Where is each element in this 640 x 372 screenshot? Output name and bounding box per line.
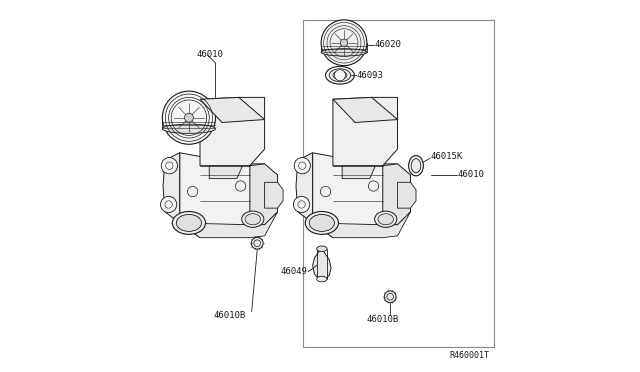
Polygon shape bbox=[333, 97, 397, 122]
Circle shape bbox=[294, 158, 310, 174]
Polygon shape bbox=[180, 212, 278, 238]
Circle shape bbox=[293, 196, 310, 212]
Ellipse shape bbox=[411, 159, 420, 173]
Circle shape bbox=[340, 39, 348, 46]
Polygon shape bbox=[342, 166, 376, 179]
Circle shape bbox=[321, 20, 367, 65]
Circle shape bbox=[321, 186, 331, 197]
Polygon shape bbox=[180, 153, 264, 238]
Text: R460001T: R460001T bbox=[450, 350, 490, 360]
Ellipse shape bbox=[378, 214, 394, 225]
Circle shape bbox=[184, 113, 193, 122]
Text: 46010: 46010 bbox=[458, 170, 484, 179]
Bar bbox=[303, 20, 493, 347]
Polygon shape bbox=[200, 97, 264, 122]
Ellipse shape bbox=[329, 69, 351, 82]
Text: 46049: 46049 bbox=[280, 267, 307, 276]
Circle shape bbox=[236, 181, 246, 191]
Text: 46093: 46093 bbox=[357, 71, 384, 80]
Circle shape bbox=[188, 186, 198, 197]
Polygon shape bbox=[200, 97, 264, 166]
Ellipse shape bbox=[305, 211, 339, 234]
Text: 46020: 46020 bbox=[374, 41, 401, 49]
Polygon shape bbox=[383, 164, 410, 225]
Circle shape bbox=[369, 181, 379, 191]
Text: 46010: 46010 bbox=[196, 51, 223, 60]
Ellipse shape bbox=[374, 211, 397, 227]
Polygon shape bbox=[312, 212, 410, 238]
Polygon shape bbox=[312, 249, 331, 279]
Circle shape bbox=[161, 158, 177, 174]
Polygon shape bbox=[296, 153, 312, 223]
Polygon shape bbox=[321, 43, 367, 52]
Ellipse shape bbox=[177, 214, 202, 231]
Text: 46010B: 46010B bbox=[367, 315, 399, 324]
Ellipse shape bbox=[326, 66, 355, 84]
Text: 46010B: 46010B bbox=[214, 311, 246, 320]
Polygon shape bbox=[333, 97, 397, 166]
Circle shape bbox=[334, 70, 346, 81]
Text: 46015K: 46015K bbox=[431, 152, 463, 161]
Circle shape bbox=[161, 196, 177, 212]
Polygon shape bbox=[209, 166, 243, 179]
Ellipse shape bbox=[163, 124, 216, 134]
Polygon shape bbox=[163, 153, 180, 223]
Ellipse shape bbox=[242, 211, 264, 227]
Polygon shape bbox=[264, 182, 283, 208]
Ellipse shape bbox=[317, 246, 327, 251]
Polygon shape bbox=[163, 118, 216, 129]
Ellipse shape bbox=[172, 211, 205, 234]
Polygon shape bbox=[312, 153, 397, 238]
Polygon shape bbox=[250, 164, 278, 225]
Ellipse shape bbox=[333, 71, 347, 80]
Circle shape bbox=[163, 91, 216, 144]
Ellipse shape bbox=[309, 214, 334, 231]
Ellipse shape bbox=[321, 49, 367, 56]
Ellipse shape bbox=[408, 155, 424, 176]
Ellipse shape bbox=[245, 214, 260, 225]
Circle shape bbox=[384, 291, 396, 303]
Circle shape bbox=[252, 237, 263, 249]
Ellipse shape bbox=[317, 276, 327, 282]
Polygon shape bbox=[397, 182, 416, 208]
